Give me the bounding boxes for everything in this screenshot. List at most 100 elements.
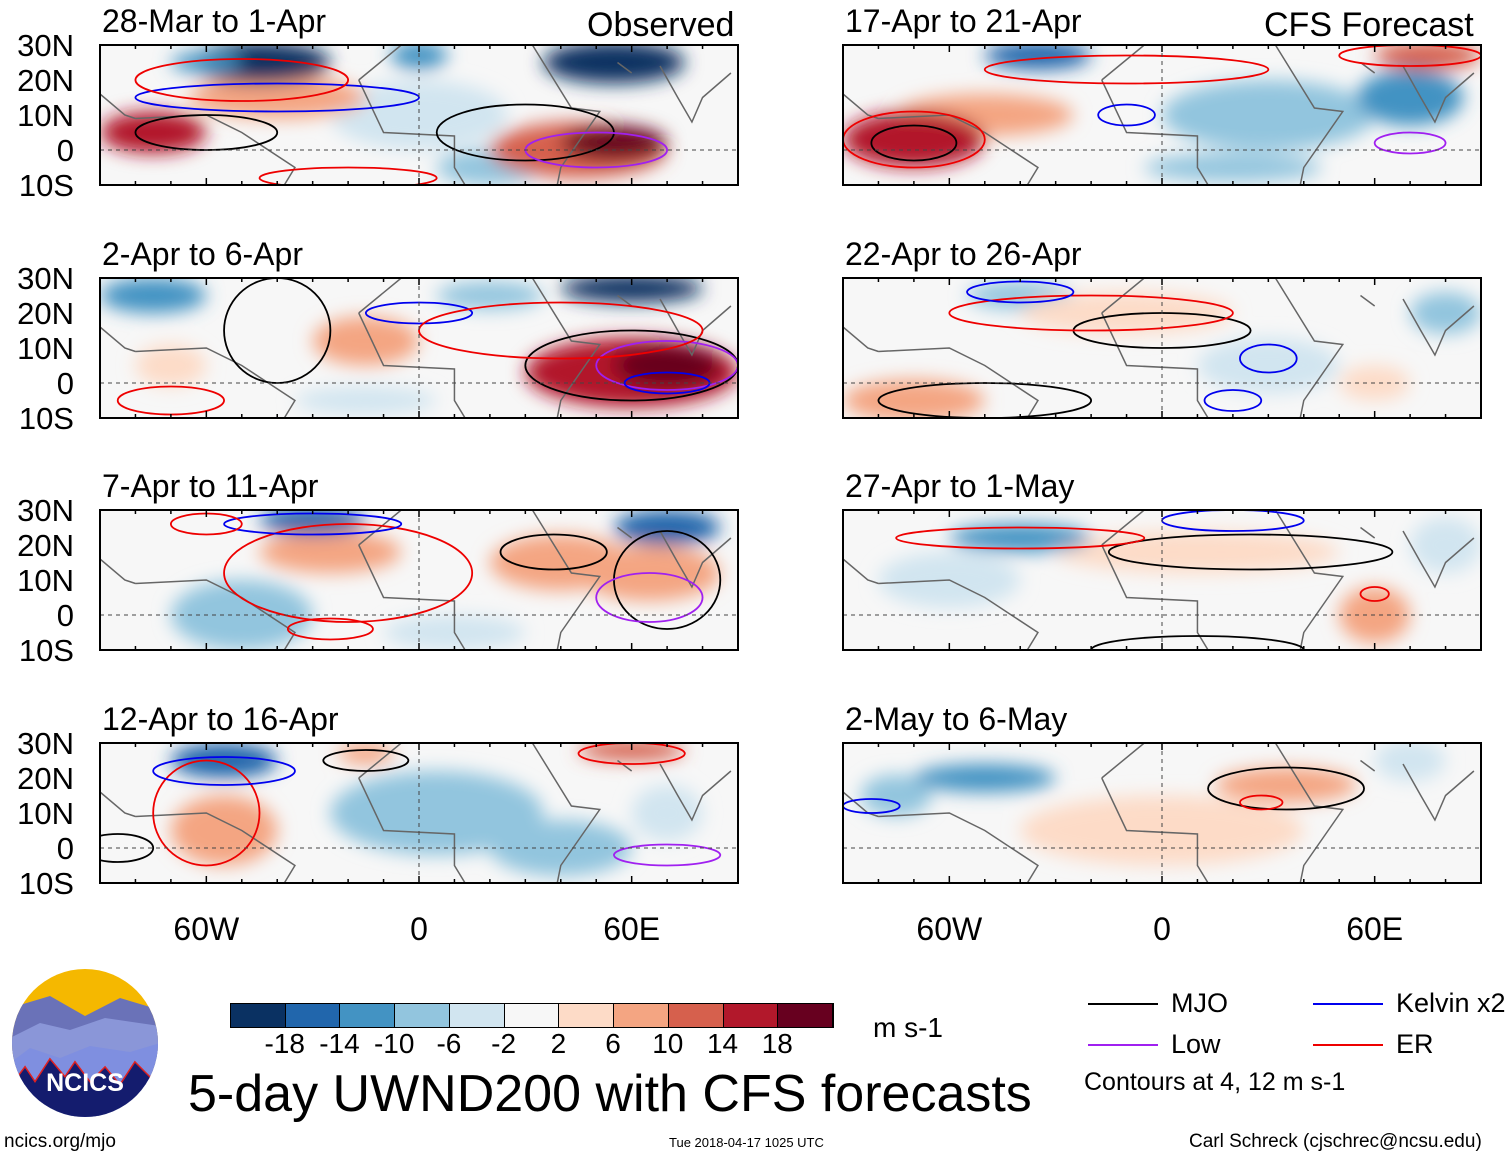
anomaly-blob — [1144, 153, 1322, 182]
legend-label: MJO — [1171, 988, 1228, 1018]
black-contour — [524, 329, 738, 402]
anomaly-blob — [330, 771, 544, 855]
anomaly-blob — [170, 52, 242, 73]
panel-title: 17-Apr to 21-Apr — [845, 3, 1082, 39]
lat-label: 20N — [17, 296, 74, 331]
purple-contour — [613, 843, 722, 867]
anomaly-blob — [560, 278, 703, 303]
colorbar-swatch — [614, 1004, 669, 1027]
anomaly-blob — [100, 111, 207, 154]
lat-label: 10S — [19, 633, 74, 668]
anomaly-blob — [1356, 69, 1464, 126]
colorbar-tick-label: 18 — [761, 1028, 793, 1059]
black-contour — [322, 749, 410, 772]
legend-note: Contours at 4, 12 m s-1 — [1084, 1068, 1346, 1096]
red-contour — [1359, 586, 1390, 602]
red-contour — [258, 166, 438, 185]
lat-label: 0 — [57, 133, 74, 168]
anomaly-blob — [135, 344, 207, 387]
coastline — [100, 45, 732, 185]
black-contour — [1207, 766, 1365, 811]
colorbar-tick-label: 2 — [550, 1028, 567, 1059]
legend-label: ER — [1396, 1029, 1434, 1059]
lon-label: 60W — [173, 911, 240, 947]
panel-title: 27-Apr to 1-May — [845, 468, 1074, 504]
colorbar-swatch — [231, 1004, 286, 1027]
figure-title: 5-day UWND200 with CFS forecasts — [188, 1065, 1032, 1123]
blue-contour — [1203, 389, 1263, 412]
anomaly-blob — [170, 580, 313, 650]
anomaly-blob — [1197, 337, 1340, 394]
map-panel: 17-Apr to 21-Apr — [842, 3, 1482, 186]
panel-title: 7-Apr to 11-Apr — [102, 468, 319, 504]
anomaly-blob — [578, 743, 685, 761]
red-contour — [286, 617, 374, 641]
colorbar-swatch — [340, 1004, 396, 1027]
black-contour — [1107, 533, 1394, 571]
anomaly-blob — [1055, 531, 1340, 573]
anomaly-blob — [543, 45, 685, 84]
legend-line-kelvin — [1313, 1003, 1383, 1005]
logo-text: NCICS — [46, 1069, 124, 1097]
ncics-logo: NCICS — [12, 969, 158, 1117]
anomaly-blob — [489, 820, 632, 876]
lat-label: 10S — [19, 168, 74, 203]
lon-label: 0 — [1153, 911, 1171, 947]
footer-timestamp: Tue 2018-04-17 1025 UTC — [669, 1135, 824, 1150]
colorbar-tick-label: -6 — [436, 1028, 462, 1059]
red-contour — [983, 54, 1270, 85]
red-contour — [577, 743, 686, 765]
legend-line-er — [1313, 1044, 1383, 1046]
colorbar-swatch — [504, 1004, 560, 1027]
colorbar — [230, 1003, 834, 1028]
lat-label: 30N — [17, 28, 74, 63]
lon-label: 60E — [603, 911, 660, 947]
blue-contour — [152, 756, 296, 786]
anomaly-blob — [170, 743, 278, 778]
colorbar-tick-label: -14 — [319, 1028, 360, 1059]
blue-contour — [843, 798, 901, 814]
anomaly-blob — [913, 764, 1056, 792]
anomaly-blob — [170, 795, 278, 866]
map-panel: 2-May to 6-May 60W 0 60E — [842, 701, 1482, 947]
lat-label: 10S — [19, 866, 74, 901]
colorbar-swatch — [449, 1004, 505, 1027]
footer-url[interactable]: ncics.org/mjo — [4, 1131, 116, 1152]
map-panel: 22-Apr to 26-Apr — [842, 236, 1482, 419]
colorbar-tick-label: 10 — [652, 1028, 684, 1059]
colorbar-swatch — [778, 1004, 834, 1027]
anomaly-blob — [1215, 767, 1357, 803]
panel-title: 12-Apr to 16-Apr — [102, 701, 339, 737]
lat-label: 10N — [17, 98, 74, 133]
colorbar-swatch — [668, 1004, 724, 1027]
anomaly-blob — [843, 379, 985, 418]
anomaly-blob — [860, 774, 932, 817]
lat-label: 30N — [17, 261, 74, 296]
black-contour — [870, 124, 958, 162]
colorbar-swatch — [559, 1004, 615, 1027]
lat-label: 30N — [17, 726, 74, 761]
red-contour — [418, 301, 704, 360]
red-contour — [843, 110, 986, 169]
lat-label: 30N — [17, 493, 74, 528]
black-contour — [100, 833, 155, 863]
anomaly-blob — [613, 510, 721, 545]
anomaly-blob — [984, 45, 1092, 70]
legend-label: Kelvin x2 — [1396, 988, 1506, 1018]
lat-label: 0 — [57, 598, 74, 633]
lat-label: 20N — [17, 528, 74, 563]
footer-author: Carl Schreck (cjschrec@ncsu.edu) — [1189, 1131, 1482, 1152]
anomaly-blob — [294, 386, 437, 415]
red-contour — [134, 58, 350, 102]
lat-label: 10N — [17, 331, 74, 366]
anomaly-blob — [188, 76, 366, 119]
colorbar-unit: m s-1 — [873, 1012, 943, 1043]
colorbar-tick-label: -2 — [491, 1028, 517, 1059]
panel-title: 22-Apr to 26-Apr — [845, 236, 1082, 272]
blue-contour — [1239, 343, 1298, 374]
colorbar-swatch — [723, 1004, 779, 1027]
colorbar-tick-label: 6 — [605, 1028, 621, 1059]
colorbar-tick-label: 14 — [706, 1028, 739, 1059]
